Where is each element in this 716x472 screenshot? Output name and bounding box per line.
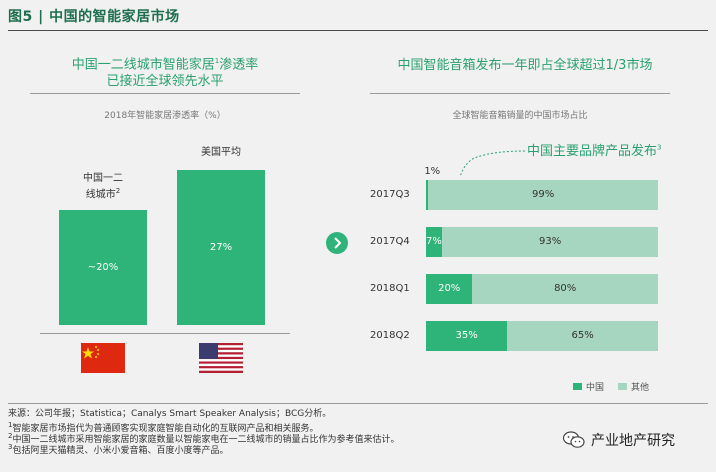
- bar-0: [59, 210, 147, 325]
- bar-category-label: 美国平均: [201, 147, 241, 158]
- footer-note-3: 3包括阿里天猫精灵、小米小爱音箱、百度小度等产品。: [8, 442, 228, 457]
- segment-value-label: 35%: [455, 330, 478, 341]
- right-panel-title: 中国智能音箱发布一年即占全球超过1/3市场: [397, 58, 653, 73]
- figure-title: 图5 | 中国的智能家居市场: [8, 9, 180, 25]
- row-label: 2017Q4: [370, 236, 410, 247]
- segment-value-label: 80%: [554, 283, 577, 294]
- segment-china: [426, 274, 473, 304]
- footer-sup-3: 3: [8, 443, 13, 451]
- bar-value-label: ~20%: [87, 261, 119, 273]
- legend-label-china: 中国: [586, 383, 605, 393]
- bar-value-label: 27%: [209, 241, 233, 253]
- segment-value-label: 99%: [532, 189, 555, 200]
- left-title-line1b: 渗透率: [219, 57, 259, 73]
- left-rule: [30, 93, 300, 94]
- legend-label-other: 其他: [631, 383, 650, 393]
- segment-china: [426, 227, 443, 257]
- annotation-sup: 3: [657, 143, 662, 152]
- segment-value-label: 20%: [438, 283, 461, 294]
- row-label: 2017Q3: [370, 189, 410, 200]
- left-panel-title: 中国一二线城市智能家居1渗透率 已接近全球领先水平: [20, 53, 310, 90]
- left-title-line1a: 中国一二线城市智能家居: [71, 57, 215, 73]
- arrow-next-icon: [326, 232, 348, 254]
- bar-1: [177, 170, 265, 325]
- footer-note-1-text: 智能家居市场指代为普通顾客实现家庭智能自动化的互联网产品和相关服务。: [12, 424, 319, 434]
- right-subtitle: 全球智能音箱销量的中国市场占比: [452, 111, 588, 121]
- left-title-line2: 已接近全球领先水平: [106, 74, 224, 90]
- segment-other: [507, 321, 658, 351]
- annotation-text: 中国主要品牌产品发布: [527, 144, 658, 159]
- right-rule: [370, 93, 670, 94]
- segment-value-label: 1%: [424, 166, 441, 177]
- wechat-icon: [563, 431, 585, 448]
- legend-swatch-other: [618, 383, 628, 390]
- segment-other: [472, 274, 658, 304]
- footer-rule: [8, 403, 708, 404]
- row-label: 2018Q1: [370, 283, 410, 294]
- x-axis-line: [40, 333, 290, 334]
- segment-other: [442, 227, 658, 257]
- usa-flag-icon: [199, 343, 243, 373]
- wechat-watermark: 产业地产研究: [563, 430, 675, 450]
- china-share-chart: 2017Q3 1% 99% 2017Q4 7% 93% 2018Q1 20% 80% 2018Q2…: [370, 160, 670, 370]
- legend-swatch-china: [573, 383, 582, 390]
- footer-note-1: 1智能家居市场指代为普通顾客实现家庭智能自动化的互联网产品和相关服务。: [8, 420, 318, 435]
- footer-note-3-text: 包括阿里天猫精灵、小米小爱音箱、百度小度等产品。: [12, 446, 229, 456]
- segment-value-label: 7%: [426, 236, 442, 247]
- watermark-text: 产业地产研究: [591, 433, 675, 449]
- footer-source: 来源：公司年报；Statistica；Canalys Smart Speaker…: [8, 409, 332, 419]
- left-subtitle: 2018年智能家居渗透率（%）: [104, 111, 226, 121]
- row-label: 2018Q2: [370, 330, 410, 341]
- penetration-chart: ~20% 中国一二 线城市2 27% 美国平均: [30, 130, 300, 380]
- bar-category-label: 中国一二 线城市2: [83, 173, 123, 201]
- footer-note-2-text: 中国一二线城市采用智能家居的家庭数量以智能家电在一二线城市的销量占比作为参考值来…: [12, 435, 400, 445]
- segment-china: [426, 321, 508, 351]
- segment-other: [428, 180, 658, 210]
- china-flag-icon: [81, 343, 125, 373]
- footer-sup-2: 2: [8, 432, 13, 440]
- left-title-sup: 1: [214, 57, 220, 65]
- segment-value-label: 65%: [571, 330, 594, 341]
- footer-note-2: 2中国一二线城市采用智能家居的家庭数量以智能家电在一二线城市的销量占比作为参考值…: [8, 431, 399, 446]
- segment-value-label: 93%: [538, 236, 562, 247]
- footer-sup-1: 1: [8, 421, 13, 429]
- segment-china: [426, 180, 429, 210]
- legend: 中国 其他: [573, 380, 649, 393]
- title-rule: [8, 30, 708, 31]
- annotation-leader-line: [459, 150, 526, 178]
- brand-launch-annotation: 中国主要品牌产品发布3: [527, 140, 661, 159]
